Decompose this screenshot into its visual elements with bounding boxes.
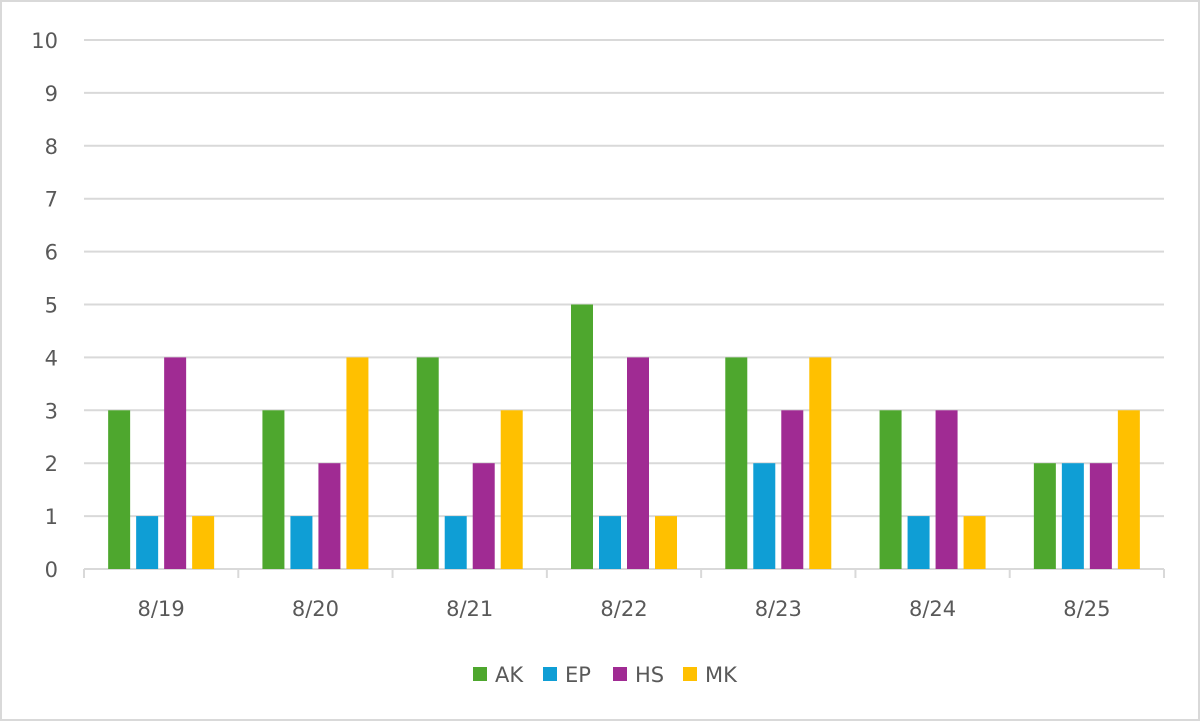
bar-mk-8-24: [963, 516, 986, 569]
x-tick-label-5: 8/24: [909, 597, 956, 621]
bar-mk-8-20: [346, 357, 369, 569]
bar-ak-8-23: [725, 357, 748, 569]
bar-hs-8-21: [472, 463, 495, 569]
x-tick-label-3: 8/22: [600, 597, 647, 621]
bar-mk-8-22: [655, 516, 677, 569]
y-tick-label-1: 1: [45, 505, 58, 529]
bar-mk-8-21: [500, 410, 523, 569]
x-tick-label-0: 8/19: [138, 597, 185, 621]
legend-swatch-hs: [613, 667, 627, 681]
bar-ak-8-25: [1033, 463, 1056, 569]
bar-mk-8-25: [1117, 410, 1140, 569]
bar-ep-8-22: [599, 516, 621, 569]
bar-ak-8-20: [262, 410, 285, 569]
x-tick-label-1: 8/20: [292, 597, 339, 621]
legend-swatch-ak: [473, 667, 487, 681]
bar-ak-8-24: [879, 410, 902, 569]
y-tick-label-0: 0: [45, 558, 58, 582]
y-tick-label-7: 7: [45, 188, 58, 212]
bar-hs-8-25: [1089, 463, 1112, 569]
y-tick-label-10: 10: [31, 29, 58, 53]
x-tick-label-2: 8/21: [446, 597, 493, 621]
bar-ak-8-19: [108, 410, 131, 569]
bar-hs-8-23: [781, 410, 804, 569]
y-tick-label-4: 4: [45, 346, 58, 370]
bar-hs-8-22: [627, 357, 649, 569]
legend-label-hs: HS: [635, 663, 664, 687]
legend-swatch-mk: [683, 667, 697, 681]
bar-ep-8-19: [136, 516, 159, 569]
bar-ep-8-24: [907, 516, 930, 569]
x-tick-label-4: 8/23: [755, 597, 802, 621]
bar-ep-8-23: [753, 463, 776, 569]
y-tick-label-8: 8: [45, 135, 58, 159]
x-tick-label-6: 8/25: [1063, 597, 1110, 621]
bar-ep-8-25: [1061, 463, 1084, 569]
bar-hs-8-20: [318, 463, 341, 569]
y-tick-label-2: 2: [45, 452, 58, 476]
bar-mk-8-19: [192, 516, 215, 569]
bar-ak-8-22: [571, 304, 593, 569]
bar-ep-8-21: [444, 516, 467, 569]
bar-hs-8-19: [164, 357, 187, 569]
y-tick-label-9: 9: [45, 82, 58, 106]
y-tick-label-5: 5: [45, 294, 58, 318]
bar-mk-8-23: [809, 357, 832, 569]
legend-label-ep: EP: [565, 663, 591, 687]
bar-ep-8-20: [290, 516, 313, 569]
legend-swatch-ep: [543, 667, 557, 681]
y-tick-label-6: 6: [45, 241, 58, 265]
bar-hs-8-24: [935, 410, 958, 569]
y-tick-label-3: 3: [45, 399, 58, 423]
legend-label-mk: MK: [705, 663, 738, 687]
bar-ak-8-21: [416, 357, 439, 569]
legend-label-ak: AK: [495, 663, 524, 687]
